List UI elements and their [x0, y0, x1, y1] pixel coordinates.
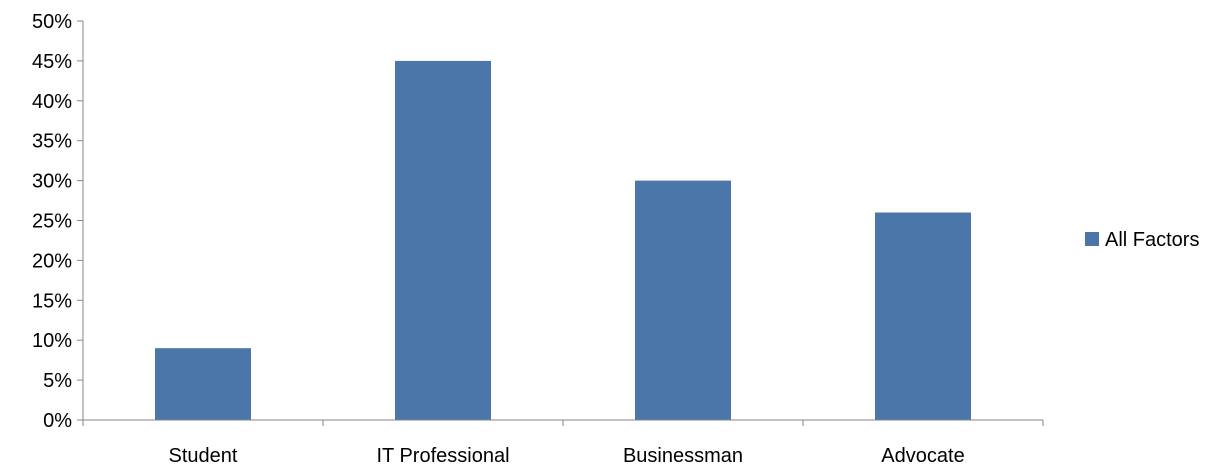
bar-student — [155, 348, 251, 420]
y-tick-label: 25% — [32, 211, 72, 233]
y-axis-ticks — [77, 20, 83, 421]
x-axis-ticks — [82, 420, 1044, 426]
y-tick-label: 5% — [43, 370, 72, 392]
x-tick-label: Advocate — [881, 445, 964, 464]
bar-businessman — [635, 180, 731, 420]
y-tick-label: 35% — [32, 131, 72, 153]
legend-label: All Factors — [1105, 229, 1199, 251]
bars — [155, 60, 971, 421]
y-tick-label: 30% — [32, 171, 72, 193]
y-tick-label: 15% — [32, 290, 72, 312]
x-tick-label: Businessman — [623, 445, 743, 464]
legend: All Factors — [1085, 229, 1199, 251]
bar-it-professional — [395, 60, 491, 421]
y-tick-label: 45% — [32, 51, 72, 73]
y-tick-label: 40% — [32, 91, 72, 113]
y-tick-label: 20% — [32, 250, 72, 272]
y-tick-label: 0% — [43, 410, 72, 432]
x-tick-label: IT Professional — [376, 445, 509, 464]
bar-advocate — [875, 212, 971, 420]
y-tick-label: 50% — [32, 11, 72, 33]
x-tick-label: Student — [169, 445, 238, 464]
y-tick-label: 10% — [32, 330, 72, 352]
legend-swatch — [1085, 232, 1099, 246]
y-axis-tick-labels: 0% 5% 10% 15% 20% 25% 30% 35% 40% 45% 50% — [32, 11, 72, 432]
x-axis-tick-labels: Student IT Professional Businessman Advocat… — [169, 445, 965, 464]
